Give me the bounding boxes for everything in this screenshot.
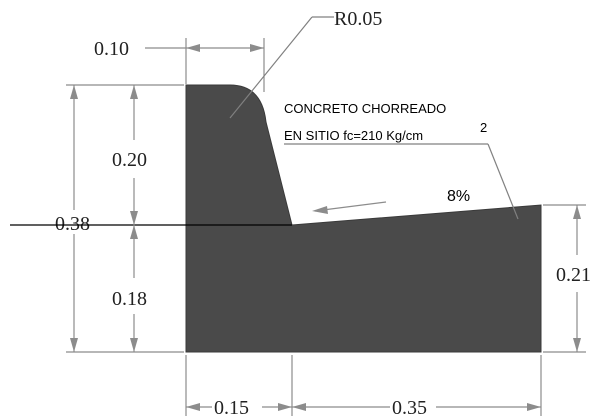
lower-height-dimension: 0.18 xyxy=(112,225,147,352)
material-superscript: 2 xyxy=(480,120,487,135)
radius-label: R0.05 xyxy=(334,8,382,30)
gutter-width-label: 0.35 xyxy=(392,397,427,418)
material-line-1: CONCRETO CHORREADO xyxy=(284,101,446,116)
material-line-2: EN SITIO fc=210 Kg/cm xyxy=(284,128,423,143)
slope-annotation: 8% xyxy=(312,188,470,214)
top-width-label: 0.10 xyxy=(94,38,129,60)
upper-height-dimension: 0.20 xyxy=(112,85,147,225)
concrete-curb-section xyxy=(185,84,542,353)
radius-callout: R0.05 xyxy=(229,8,382,119)
total-height-label: 0.38 xyxy=(55,213,90,235)
bottom-dimensions: 0.15 0.35 xyxy=(185,355,542,418)
right-height-label: 0.21 xyxy=(556,264,591,286)
upper-height-label: 0.20 xyxy=(112,149,147,171)
lower-height-label: 0.18 xyxy=(112,288,147,310)
top-width-dimension: 0.10 xyxy=(94,38,265,92)
slope-label: 8% xyxy=(447,188,470,205)
curb-base-width-label: 0.15 xyxy=(214,397,249,418)
material-note: CONCRETO CHORREADO EN SITIO fc=210 Kg/cm… xyxy=(284,101,519,220)
right-height-dimension: 0.21 xyxy=(543,204,591,353)
total-height-dimension: 0.38 xyxy=(55,84,184,353)
